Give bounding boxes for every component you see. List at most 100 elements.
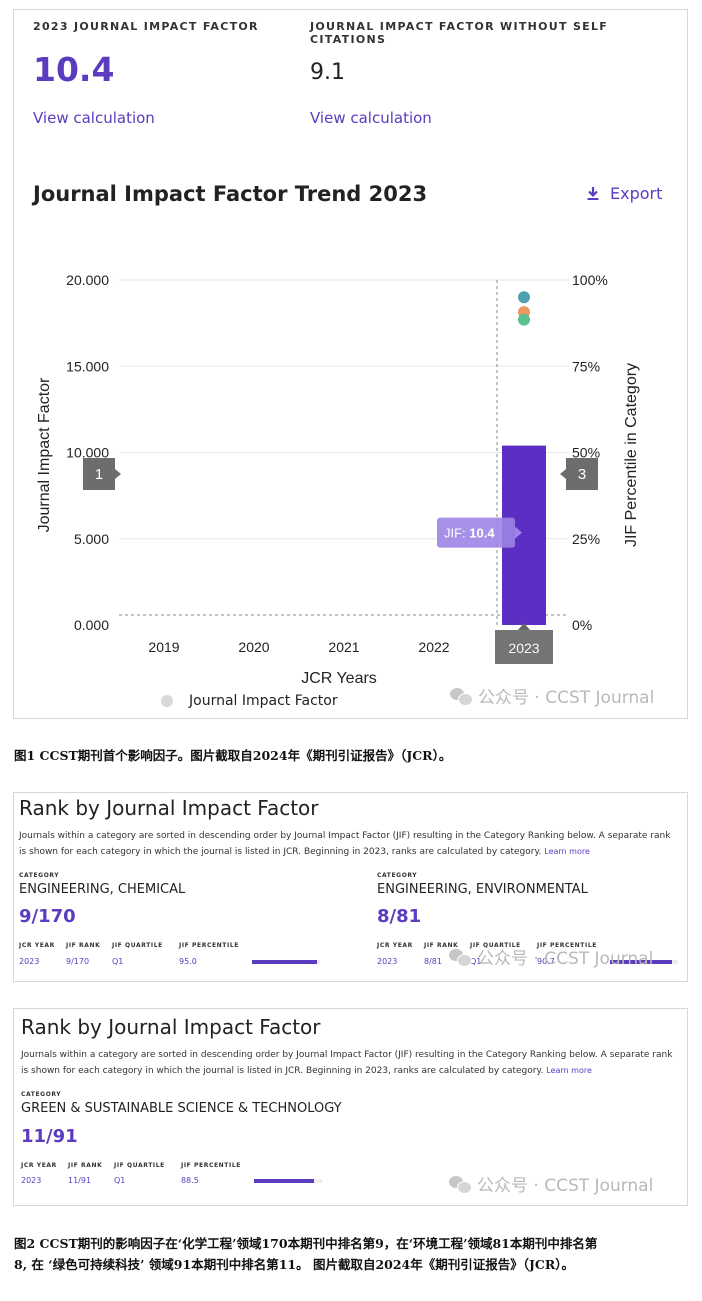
wechat-icon (449, 1175, 472, 1194)
jif-percentile-value: 90.7 (537, 957, 555, 966)
watermark-text: 公众号 · CCST Journal (477, 949, 654, 969)
percentile-bar-fill (252, 960, 317, 964)
download-icon (587, 187, 599, 200)
y-tick-label: 20.000 (66, 272, 109, 288)
jif-trend-chart: 0.000 5.000 10.000 15.000 20.000 0% 25% 50% 75% 1… (36, 272, 640, 687)
jif-tooltip (437, 517, 515, 548)
y2-tick-label: 50% (572, 445, 600, 461)
jif-rank-value: 11/91 (68, 1176, 92, 1185)
rank-title: Rank by Journal Impact Factor (21, 1015, 321, 1039)
y-tick-label: 10.000 (66, 445, 109, 461)
figure-2-caption: 图2 CCST期刊的影响因子在‘化学工程’领域170本期刊中排名第9，在‘环境工… (14, 1233, 597, 1275)
chart-nav-left-button[interactable]: 1 (83, 458, 121, 490)
jif-quartile-header: JIF QUARTILE (114, 1162, 165, 1169)
y2-tick-label: 25% (572, 531, 600, 547)
percentile-bar (610, 960, 678, 964)
jif-no-self-value: 9.1 (310, 60, 345, 85)
x-tick-label: 2020 (238, 639, 269, 655)
jif-quartile-value: Q1 (114, 1176, 126, 1185)
wechat-icon (449, 948, 472, 967)
rank-title: Rank by Journal Impact Factor (19, 796, 319, 820)
percentile-point (518, 313, 530, 326)
y-tick-label: 5.000 (74, 531, 109, 547)
chart-legend[interactable]: Journal Impact Factor (161, 693, 338, 709)
jif-rank-header: JIF RANK (424, 942, 459, 949)
year-highlight-pointer (518, 623, 530, 630)
x-tick-label: 2022 (418, 639, 449, 655)
y-tick-label: 0.000 (74, 617, 109, 633)
category-rank: 11/91 (21, 1126, 78, 1147)
jif-quartile-header: JIF QUARTILE (112, 942, 163, 949)
jif-rank-value: 8/81 (424, 957, 442, 966)
percentile-bar (252, 960, 320, 964)
legend-label: Journal Impact Factor (189, 693, 338, 709)
chart-nav-right-button[interactable]: 3 (560, 458, 598, 490)
jif-percentile-value: 88.5 (181, 1176, 199, 1185)
category-label: CATEGORY (21, 1091, 62, 1098)
y2-tick-label: 0% (572, 617, 592, 633)
jif-percentile-header: JIF PERCENTILE (179, 942, 239, 949)
category-label: CATEGORY (377, 872, 418, 879)
learn-more-link[interactable]: Learn more (544, 847, 590, 856)
jif-percentile-header: JIF PERCENTILE (181, 1162, 241, 1169)
jcr-year-header: JCR YEAR (19, 942, 55, 949)
nav-right-label: 3 (578, 466, 586, 483)
rank-description-text: Journals within a category are sorted in… (21, 1050, 673, 1076)
rank-panel-1: Rank by Journal Impact Factor Journals w… (13, 792, 688, 982)
y2-axis-title: JIF Percentile in Category (623, 363, 640, 547)
watermark: 公众号 · CCST Journal (450, 683, 654, 708)
jif-quartile-value: Q1 (112, 957, 124, 966)
x-axis-title: JCR Years (301, 670, 377, 687)
jif-tooltip-text: JIF: 10.4 (444, 526, 495, 541)
tooltip-prefix: JIF: (444, 526, 469, 541)
trend-title: Journal Impact Factor Trend 2023 (33, 182, 428, 206)
jif-no-self-label: JOURNAL IMPACT FACTOR WITHOUT SELF CITAT… (310, 20, 609, 46)
nav-left-box (83, 458, 115, 490)
rank-description: Journals within a category are sorted in… (19, 828, 679, 860)
jif-quartile-header: JIF QUARTILE (470, 942, 521, 949)
jif-view-calculation-link[interactable]: View calculation (33, 109, 155, 127)
jif-rank-header: JIF RANK (68, 1162, 103, 1169)
rank-panel-2: Rank by Journal Impact Factor Journals w… (13, 1008, 688, 1206)
jif-rank-header: JIF RANK (66, 942, 101, 949)
jcr-year-value: 2023 (19, 957, 40, 966)
watermark-text: 公众号 · CCST Journal (477, 1176, 654, 1196)
jcr-year-value: 2023 (21, 1176, 42, 1185)
jif-percentile-value: 95.0 (179, 957, 197, 966)
category-name: ENGINEERING, CHEMICAL (19, 882, 186, 897)
watermark: 公众号 · CCST Journal (449, 944, 653, 969)
figure-2-caption-line-2: 8, 在 ‘绿色可持续科技’ 领域91本期刊中排名第11。 图片截取自2024年… (14, 1257, 574, 1272)
percentile-point (518, 291, 530, 304)
jif-label: 2023 JOURNAL IMPACT FACTOR (33, 20, 259, 33)
category-name: GREEN & SUSTAINABLE SCIENCE & TECHNOLOGY (21, 1101, 342, 1116)
y2-tick-label: 100% (572, 272, 608, 288)
export-button[interactable]: Export (586, 184, 662, 203)
figure-2-caption-line-1: 图2 CCST期刊的影响因子在‘化学工程’领域170本期刊中排名第9，在‘环境工… (14, 1236, 598, 1251)
y2-tick-label: 75% (572, 358, 600, 374)
tooltip-value: 10.4 (469, 526, 495, 541)
category-name: ENGINEERING, ENVIRONMENTAL (377, 882, 588, 897)
percentile-bar-fill (254, 1179, 315, 1183)
year-highlight-label: 2023 (508, 640, 539, 656)
y-axis-title: Journal Impact Factor (36, 377, 53, 532)
legend-marker (161, 695, 173, 707)
jif-no-self-view-calculation-link[interactable]: View calculation (310, 109, 432, 127)
jif-value: 10.4 (33, 50, 115, 89)
wechat-icon (450, 687, 473, 706)
figure-1-caption: 图1 CCST期刊首个影响因子。图片截取自2024年《期刊引证报告》（JCR）。 (14, 748, 452, 763)
jif-percentile-header: JIF PERCENTILE (537, 942, 597, 949)
jcr-year-header: JCR YEAR (377, 942, 413, 949)
nav-right-pointer (560, 469, 566, 479)
x-tick-label: 2021 (328, 639, 359, 655)
jif-rank-value: 9/170 (66, 957, 90, 966)
watermark: 公众号 · CCST Journal (449, 1171, 653, 1196)
jif-quartile-value: Q1 (470, 957, 482, 966)
rank-description-text: Journals within a category are sorted in… (19, 831, 671, 857)
category-rank: 9/170 (19, 906, 76, 927)
jif-tooltip-pointer (515, 526, 522, 539)
watermark-text: 公众号 · CCST Journal (478, 688, 655, 708)
export-label: Export (610, 184, 663, 203)
x-tick-label: 2019 (148, 639, 179, 655)
learn-more-link[interactable]: Learn more (546, 1066, 592, 1075)
year-highlight-tag (495, 630, 553, 664)
